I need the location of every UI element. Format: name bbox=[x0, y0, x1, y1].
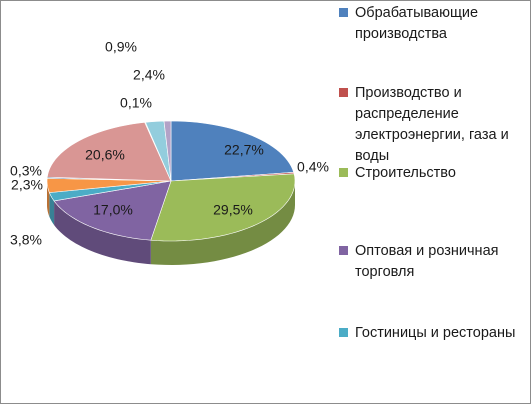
pie-slice-side bbox=[54, 200, 151, 265]
pie-slice bbox=[53, 180, 172, 241]
data-label: 0,1% bbox=[120, 95, 152, 111]
legend-item: Гостиницы и рестораны bbox=[337, 323, 527, 344]
pie-slice bbox=[150, 173, 296, 242]
pie-slice bbox=[46, 178, 172, 193]
data-label: 29,5% bbox=[213, 202, 253, 218]
pie-slice bbox=[170, 120, 295, 182]
data-label: 0,3% bbox=[10, 163, 42, 179]
data-label: 2,4% bbox=[133, 67, 165, 83]
pie-slice-side bbox=[47, 181, 50, 217]
legend-label: Обрабатывающие производства bbox=[355, 5, 479, 42]
legend-item: Строительство bbox=[337, 163, 527, 184]
pie-slice bbox=[163, 120, 172, 182]
legend-item: Обрабатывающие производства bbox=[337, 3, 527, 45]
pie-slice-side bbox=[150, 181, 295, 265]
legend-label: Гостиницы и рестораны bbox=[355, 325, 516, 341]
legend-swatch bbox=[339, 328, 348, 337]
legend-swatch bbox=[339, 246, 348, 255]
data-label: 2,3% bbox=[11, 177, 43, 193]
legend-item: Производство и распределение электроэнер… bbox=[337, 83, 527, 167]
legend-label: Производство и распределение электроэнер… bbox=[355, 85, 509, 164]
data-label: 0,4% bbox=[297, 159, 329, 175]
legend-label: Оптовая и розничная торговля bbox=[355, 243, 499, 280]
data-label: 0,9% bbox=[105, 39, 137, 55]
data-label: 20,6% bbox=[85, 147, 125, 163]
legend-swatch bbox=[339, 8, 348, 17]
legend-label: Строительство bbox=[355, 165, 456, 181]
data-label: 17,0% bbox=[93, 202, 133, 218]
pie-slice-side bbox=[49, 192, 55, 225]
data-label: 3,8% bbox=[10, 232, 42, 248]
legend-swatch bbox=[339, 88, 348, 97]
pie-slice bbox=[46, 122, 172, 182]
legend-swatch bbox=[339, 168, 348, 177]
legend-item: Оптовая и розничная торговля bbox=[337, 241, 527, 283]
data-label: 22,7% bbox=[224, 142, 264, 158]
